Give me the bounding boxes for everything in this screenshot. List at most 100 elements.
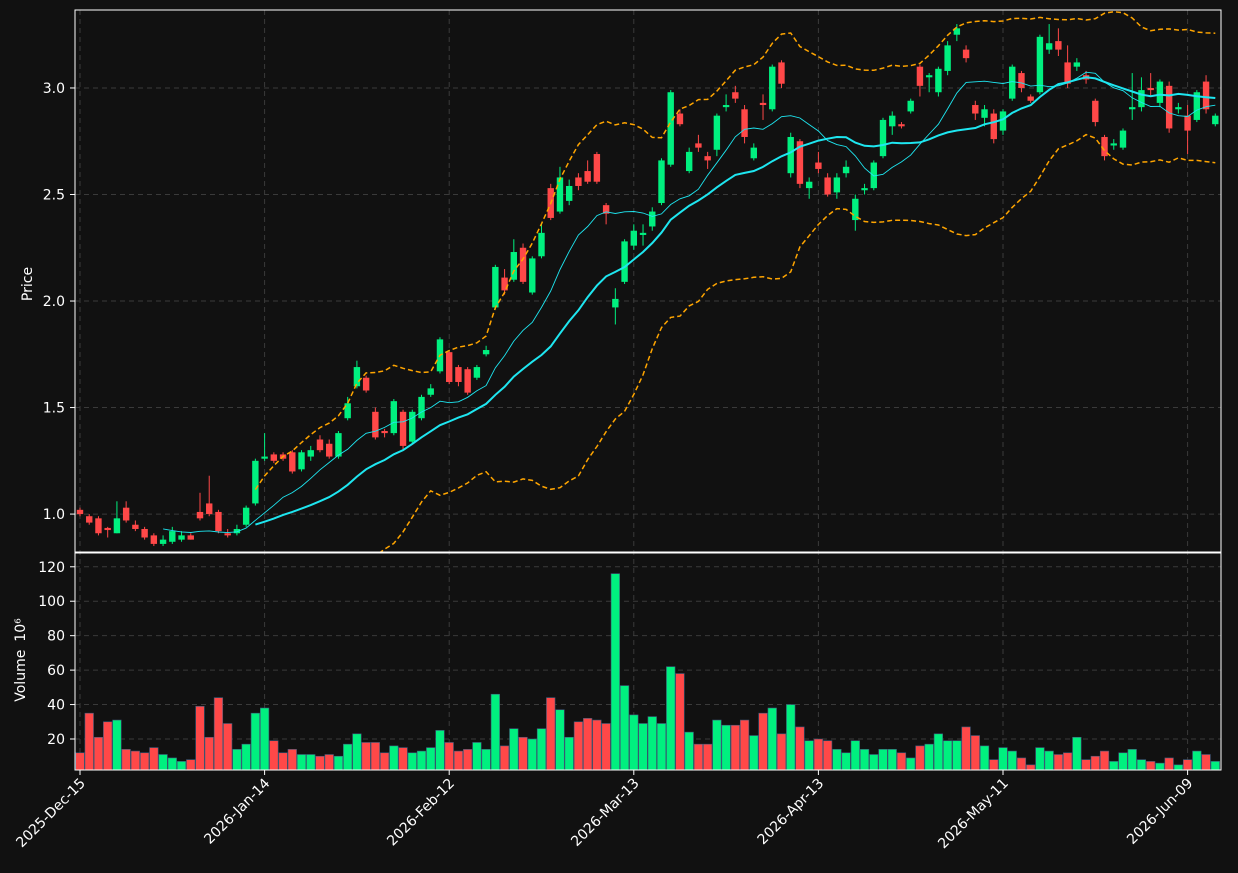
- moving-average: [163, 71, 1216, 534]
- volume-bar: [176, 761, 187, 771]
- volume-bar: [361, 742, 371, 771]
- candle-body: [1027, 96, 1034, 101]
- volume-bar: [1099, 750, 1110, 771]
- y-tick-label: 2.5: [43, 188, 65, 204]
- candle-body: [335, 433, 342, 457]
- candle-body: [132, 524, 139, 529]
- y2-tick-label: 80: [47, 629, 65, 645]
- candle-body: [261, 456, 268, 459]
- candle-body: [778, 62, 785, 84]
- candle-body: [1018, 73, 1025, 88]
- volume-bar: [352, 733, 362, 771]
- volume-bar: [786, 704, 796, 771]
- volume-scale: 10⁶: [13, 618, 29, 642]
- volume-bar: [712, 719, 722, 771]
- volume-bar: [896, 752, 907, 771]
- candle-body: [1147, 87, 1154, 91]
- volume-bar: [407, 752, 417, 771]
- volume-bar: [232, 749, 242, 771]
- volume-bar: [481, 749, 491, 771]
- candle-body: [1045, 43, 1053, 50]
- volume-bar: [1026, 764, 1036, 771]
- candle-body: [722, 105, 730, 108]
- volume-bar: [223, 723, 233, 771]
- volume-bar: [186, 759, 196, 771]
- volume-bar: [426, 747, 436, 771]
- volume-bar: [536, 728, 547, 771]
- candle-body: [362, 377, 370, 391]
- candle-body: [769, 66, 776, 110]
- candle-body: [649, 211, 656, 227]
- candle-body: [399, 411, 407, 446]
- candle-body: [852, 198, 859, 221]
- candle-body: [621, 241, 628, 282]
- candle-body: [455, 367, 462, 382]
- volume-bar: [776, 733, 787, 771]
- volume-bar: [573, 721, 584, 771]
- volume-bar: [435, 730, 445, 771]
- candle-body: [492, 266, 499, 308]
- volume-bar: [656, 723, 667, 771]
- candle-body: [972, 105, 979, 114]
- candle-body: [1165, 85, 1173, 129]
- candle-body: [593, 154, 601, 182]
- volume-bar: [287, 749, 297, 771]
- candle-body: [1064, 62, 1071, 84]
- candle-body: [676, 113, 684, 125]
- y-tick-label: 1.5: [43, 401, 65, 417]
- candle-body: [529, 258, 536, 293]
- volume-bar: [915, 745, 925, 771]
- candle-body: [353, 367, 361, 387]
- volume-bar: [370, 742, 380, 771]
- candle-body: [1055, 41, 1062, 50]
- candle-body: [981, 109, 988, 118]
- volume-bar: [1090, 755, 1100, 771]
- volume-bar: [241, 743, 251, 771]
- candle-body: [510, 252, 518, 280]
- volume-axis-label: Volume 10⁶: [13, 618, 29, 702]
- candle-body: [76, 509, 84, 515]
- candle-body: [741, 109, 748, 137]
- price-frame: [74, 9, 1222, 553]
- y-tick-label: 1.0: [43, 507, 65, 523]
- volume-bar: [859, 749, 870, 771]
- candle-body: [1092, 100, 1099, 123]
- candle-body: [658, 160, 665, 204]
- volume-bar: [1164, 757, 1174, 771]
- volume-bar: [269, 740, 279, 771]
- candle-body: [695, 143, 702, 148]
- volume-bar: [499, 745, 510, 771]
- candle-body: [704, 156, 711, 161]
- candle-body: [824, 177, 831, 195]
- candle-body: [482, 350, 490, 355]
- bollinger-band: [254, 10, 1216, 491]
- volume-bar: [149, 747, 159, 771]
- volume-bar: [823, 740, 833, 771]
- candle-body: [242, 507, 250, 525]
- candle-body: [815, 162, 822, 169]
- volume-bar: [130, 750, 140, 771]
- candles: [76, 10, 1219, 552]
- volume-bar: [924, 743, 934, 771]
- volume-bar: [647, 716, 657, 771]
- candle-body: [805, 181, 813, 189]
- volume-bar: [75, 752, 85, 771]
- volume-bar: [555, 709, 565, 771]
- candle-body: [270, 454, 278, 461]
- volume-bar: [813, 738, 823, 771]
- volume-bar: [703, 743, 713, 771]
- volume-bar: [970, 735, 980, 771]
- candle-body: [870, 162, 877, 189]
- volume-bar: [463, 749, 473, 771]
- candle-body: [861, 188, 868, 191]
- candle-body: [169, 531, 176, 542]
- candle-body: [344, 403, 351, 419]
- candle-body: [1212, 115, 1219, 125]
- volume-bar: [1173, 764, 1183, 771]
- volume-bar: [112, 719, 122, 771]
- volume-bar: [1053, 754, 1063, 771]
- volume-bar: [878, 749, 888, 771]
- volume-bar: [989, 759, 999, 771]
- volume-bar: [1016, 757, 1027, 771]
